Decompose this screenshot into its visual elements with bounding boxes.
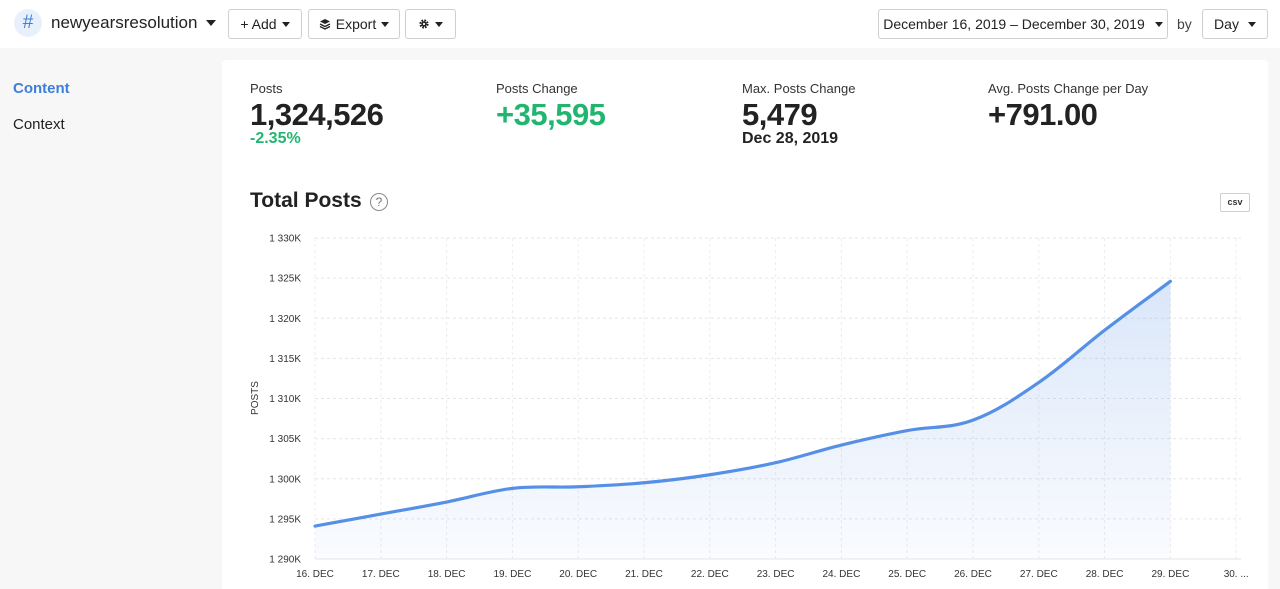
sidebar-item-content[interactable]: Content [13, 80, 70, 97]
y-tick-label: 1 310K [269, 394, 301, 405]
x-tick-label: 17. DEC [362, 569, 400, 580]
y-tick-label: 1 295K [269, 514, 301, 525]
y-tick-label: 1 330K [269, 234, 301, 245]
x-tick-label: 18. DEC [428, 569, 466, 580]
y-tick-label: 1 305K [269, 434, 301, 445]
metric-label-posts: Posts [250, 81, 283, 96]
date-range-label: December 16, 2019 – December 30, 2019 [883, 16, 1145, 32]
date-range-picker[interactable]: December 16, 2019 – December 30, 2019 [878, 9, 1168, 39]
metric-label-posts-change: Posts Change [496, 81, 578, 96]
gear-icon [419, 19, 429, 29]
metric-value-posts-change: +35,595 [496, 97, 606, 132]
csv-button[interactable]: csv [1220, 193, 1250, 212]
add-button-label: + Add [240, 16, 277, 32]
metric-value-max-change: 5,479 [742, 97, 818, 132]
chevron-down-icon [281, 21, 290, 27]
y-axis-label: POSTS [250, 381, 261, 415]
layers-icon [319, 19, 331, 30]
chevron-down-icon [435, 21, 443, 27]
x-tick-label: 27. DEC [1020, 569, 1058, 580]
by-label: by [1177, 16, 1192, 32]
granularity-select[interactable]: Day [1202, 9, 1268, 39]
chevron-down-icon[interactable] [206, 20, 216, 26]
sidebar-item-context[interactable]: Context [13, 116, 65, 133]
x-tick-label: 23. DEC [757, 569, 795, 580]
metric-label-max-change: Max. Posts Change [742, 81, 856, 96]
export-button-label: Export [335, 16, 377, 32]
chart-title: Total Posts [250, 189, 362, 212]
chevron-down-icon [1247, 21, 1256, 27]
metric-value-avg-change: +791.00 [988, 97, 1098, 132]
settings-button[interactable] [405, 9, 456, 39]
x-tick-label: 16. DEC [296, 569, 334, 580]
y-tick-label: 1 300K [269, 474, 301, 485]
export-button[interactable]: Export [308, 9, 400, 39]
metric-label-avg-change: Avg. Posts Change per Day [988, 81, 1149, 96]
x-tick-label: 22. DEC [691, 569, 729, 580]
top-bar: # newyearsresolution + Add Export Decemb… [0, 0, 1280, 48]
hash-icon: # [14, 9, 42, 37]
metric-value-posts: 1,324,526 [250, 97, 384, 132]
metric-posts-percent: -2.35% [250, 130, 301, 147]
x-tick-label: 28. DEC [1086, 569, 1124, 580]
x-tick-label: 30. ... [1224, 569, 1249, 580]
series-line[interactable] [313, 279, 1172, 528]
chevron-down-icon [1154, 21, 1163, 27]
y-tick-label: 1 290K [269, 555, 301, 566]
chevron-down-icon [381, 21, 390, 27]
question-circle-icon[interactable]: ? [370, 193, 388, 211]
series-area [315, 281, 1171, 559]
x-tick-label: 19. DEC [494, 569, 532, 580]
x-tick-label: 26. DEC [954, 569, 992, 580]
y-tick-label: 1 320K [269, 314, 301, 325]
x-tick-label: 29. DEC [1152, 569, 1190, 580]
x-tick-label: 24. DEC [823, 569, 861, 580]
granularity-label: Day [1214, 16, 1239, 32]
y-tick-label: 1 325K [269, 274, 301, 285]
add-button[interactable]: + Add [228, 9, 302, 39]
x-tick-label: 25. DEC [888, 569, 926, 580]
x-tick-label: 21. DEC [625, 569, 663, 580]
hashtag-title[interactable]: newyearsresolution [51, 13, 198, 32]
x-tick-label: 20. DEC [559, 569, 597, 580]
metric-max-change-date: Dec 28, 2019 [742, 130, 839, 147]
y-tick-label: 1 315K [269, 354, 301, 365]
